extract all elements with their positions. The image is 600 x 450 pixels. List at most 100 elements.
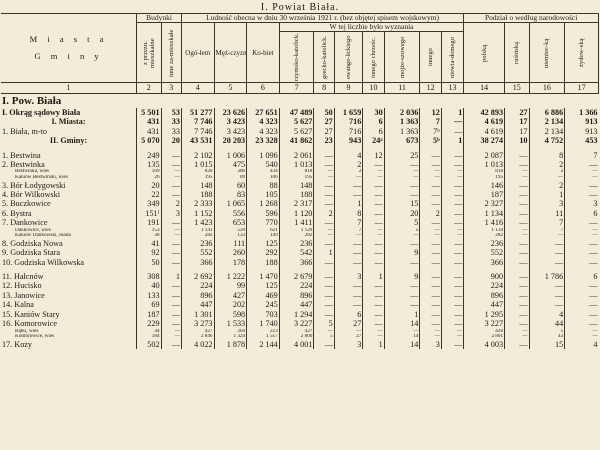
table-row: Komorowice, wieś 184—2 846 1 329 1 517 2 800…: [1, 334, 599, 340]
table-cell: —: [504, 233, 530, 239]
table-row: I. Okrąg sądowy Biała 5 501 53 51 277 23 626…: [1, 108, 599, 118]
row-name: 4. Bór Wilkowski: [2, 190, 60, 200]
table-cell: —: [528, 300, 565, 310]
table-cell: —: [504, 328, 530, 335]
column-number: 9: [333, 82, 364, 94]
table-cell: —: [313, 190, 335, 200]
table-cell: 20: [136, 180, 162, 191]
table-cell: —: [419, 180, 442, 191]
column-number: 15: [504, 82, 530, 94]
table-cell: 1: [528, 328, 565, 335]
table-cell: 27: [333, 319, 363, 329]
table-row: 10. Godziska Wilkowska 50—366 178 188 366— — —…: [1, 257, 599, 268]
table-cell: —: [362, 334, 385, 340]
table-row: 15. Kaniów Stary 187—1 301 598 703 1 294—6—1…: [1, 309, 599, 320]
table-cell: —: [564, 328, 599, 335]
table-cell: 1 786: [528, 272, 565, 282]
table-cell: 202: [213, 300, 247, 310]
header-col: mojże-szowego: [398, 36, 406, 78]
table-cell: —: [160, 227, 182, 234]
table-cell: —: [419, 319, 442, 329]
table-cell: 135: [136, 160, 162, 170]
table-cell: 896: [278, 290, 314, 301]
row-name: 8. Godziska Nowa: [2, 238, 63, 248]
table-cell: —: [160, 290, 182, 301]
table-cell: 1 120: [278, 208, 314, 219]
table-cell: [419, 145, 442, 151]
table-cell: —: [440, 199, 464, 209]
table-cell: —: [333, 175, 363, 181]
table-cell: 1 268: [246, 199, 280, 209]
header-ludnosc: Ludność obecna w dniu 30 września 1921 r…: [180, 13, 465, 23]
table-cell: 17: [504, 126, 530, 137]
table-cell: 105: [246, 190, 280, 200]
table-cell: —: [528, 238, 565, 249]
table-cell: 943: [333, 136, 363, 146]
table-cell: —: [440, 290, 464, 301]
table-cell: —: [160, 309, 182, 320]
table-cell: 1 134: [463, 208, 505, 219]
table-cell: —: [504, 334, 530, 340]
table-cell: —: [313, 309, 335, 320]
table-cell: —: [160, 319, 182, 329]
table-cell: 88: [246, 180, 280, 191]
table-cell: —: [383, 190, 420, 200]
table-cell: 20 203: [213, 136, 247, 146]
table-cell: 89: [213, 175, 247, 181]
table-cell: 15: [528, 339, 565, 350]
header-budynki: Budynki: [136, 13, 182, 23]
row-name: 12. Hucisko: [2, 281, 42, 291]
header-wyznania: W tej liczbie było wyznania: [278, 22, 465, 32]
table-cell: —: [333, 180, 363, 191]
table-cell: —: [564, 281, 599, 291]
table-cell: —: [160, 190, 182, 200]
table-cell: —: [160, 334, 182, 340]
table-cell: 12: [419, 108, 442, 118]
table-cell: 5 070: [136, 136, 162, 146]
table-cell: 556: [213, 208, 247, 219]
column-number: 12: [419, 82, 442, 94]
table-cell: 349: [136, 199, 162, 209]
table-cell: 1 517: [246, 334, 280, 340]
table-cell: 282: [278, 233, 314, 239]
table-cell: —: [440, 319, 464, 329]
table-cell: —: [362, 233, 385, 239]
table-cell: 434: [246, 169, 280, 176]
table-cell: —: [333, 281, 363, 291]
table-cell: —: [504, 180, 530, 191]
table-cell: 14: [383, 334, 420, 340]
table-cell: 1 006: [213, 150, 247, 161]
table-cell: 178: [213, 257, 247, 268]
table-cell: —: [528, 233, 565, 239]
table-cell: 41: [136, 238, 162, 249]
table-cell: —: [313, 257, 335, 268]
table-cell: 818: [463, 169, 505, 176]
table-row: 14. Kalna 69—447 202 245 447— — — — — —447— — —: [1, 300, 599, 310]
table-cell: 33: [160, 117, 182, 127]
table-cell: 1 013: [463, 160, 505, 170]
table-cell: 184: [136, 334, 162, 340]
table-cell: 125: [246, 281, 280, 291]
table-cell: 703: [246, 309, 280, 320]
table-cell: 195: [278, 175, 314, 181]
table-cell: —: [313, 328, 335, 335]
table-cell: —: [504, 257, 530, 268]
table-cell: —: [362, 300, 385, 310]
table-cell: 4: [333, 150, 363, 161]
header-col: niemiec-ką: [543, 37, 551, 68]
table-cell: 3 423: [213, 117, 247, 127]
table-cell: 148: [278, 180, 314, 191]
table-cell: —: [362, 160, 385, 170]
header-col: rzymsko-katolick.: [293, 33, 301, 81]
table-cell: —: [160, 257, 182, 268]
table-cell: 109: [136, 169, 162, 176]
table-cell: —: [564, 233, 599, 239]
table-cell: 2: [313, 208, 335, 219]
table-cell: 1 134: [463, 227, 505, 234]
table-cell: —: [440, 334, 464, 340]
table-cell: —: [362, 175, 385, 181]
table-cell: 236: [278, 238, 314, 249]
table-cell: 229: [136, 319, 162, 329]
row-name: 6. Bystra: [2, 208, 32, 218]
table-cell: —: [419, 199, 442, 209]
